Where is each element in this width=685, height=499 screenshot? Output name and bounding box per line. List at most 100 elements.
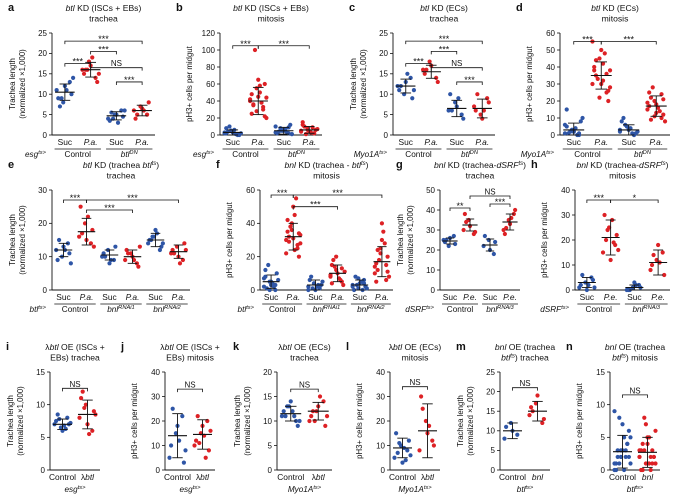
data-point <box>481 108 486 113</box>
category-label: Control <box>499 472 526 482</box>
genotype-label: dSRFts> <box>405 305 434 314</box>
y-tick-label: 15 <box>36 368 45 377</box>
significance-label: *** <box>593 193 604 203</box>
data-point <box>446 243 451 249</box>
data-point <box>227 124 232 129</box>
group-label: btlDN <box>461 150 479 159</box>
panel-a: a btl KD (ISCs + EBs)trachea 0 5 10 15 20 25 Tra… <box>8 2 155 159</box>
data-point <box>606 98 611 104</box>
y-tick-label: 10 <box>36 400 45 409</box>
y-tick-label: 60 <box>246 186 255 195</box>
y-axis-label: Trachea length <box>456 395 465 447</box>
significance-bracket <box>456 81 483 85</box>
data-point <box>385 269 390 274</box>
panel-title-line: mitosis <box>402 353 429 363</box>
data-point <box>87 431 92 437</box>
data-point <box>136 264 141 269</box>
data-point <box>449 108 454 113</box>
data-point <box>384 262 389 268</box>
y-tick-label: 5 <box>384 110 389 119</box>
data-point <box>292 212 297 218</box>
data-point <box>288 224 293 229</box>
data-point <box>372 264 377 269</box>
data-point <box>628 461 633 466</box>
data-point <box>614 461 619 466</box>
genotype-label: esgts> <box>64 485 86 494</box>
y-tick-label: 10 <box>561 261 570 270</box>
y-tick-label: 40 <box>426 206 435 215</box>
data-point <box>123 257 128 263</box>
group-label: bnlRNAi3 <box>486 305 514 314</box>
data-point <box>298 129 304 134</box>
data-point <box>643 461 649 466</box>
data-point <box>332 264 337 269</box>
data-point <box>578 282 583 288</box>
data-point <box>400 460 405 465</box>
data-point <box>654 257 659 263</box>
data-point <box>289 132 295 137</box>
genotype-label: btlts> <box>238 305 255 314</box>
data-point <box>317 284 322 289</box>
significance-label: *** <box>72 57 83 67</box>
panel-letter: b <box>176 2 183 14</box>
data-point <box>527 413 532 418</box>
category-label: λbtl <box>196 472 210 482</box>
panel-letter: f <box>216 159 220 171</box>
data-point <box>351 287 357 293</box>
data-point <box>77 415 82 420</box>
significance-label: NS <box>111 59 122 68</box>
genotype-label: esgts> <box>179 485 201 494</box>
data-point <box>431 443 436 448</box>
data-point <box>562 131 568 136</box>
panel-l: l λbtl OE (ECs)mitosis 0 10 20 30 40 pH3+ cells… <box>346 341 441 494</box>
significance-label: *** <box>464 75 475 85</box>
significance-label: *** <box>582 35 593 45</box>
genotype-label: dSRFts> <box>540 305 569 314</box>
data-point <box>597 56 602 61</box>
y-axis-label: (normalized ×1,000) <box>466 386 475 456</box>
category-label: Suc <box>58 137 72 147</box>
y-tick-label: 60 <box>206 80 215 89</box>
data-point <box>264 95 269 100</box>
category-label: Suc <box>622 137 636 147</box>
data-point <box>273 282 278 288</box>
data-point <box>562 122 568 127</box>
category-label: P.a. <box>424 137 438 147</box>
group-label: Control <box>586 305 613 314</box>
data-point <box>620 422 625 427</box>
data-point <box>529 405 534 410</box>
panel-letter: k <box>233 341 240 353</box>
genotype-label: esgts> <box>193 150 215 159</box>
data-point <box>617 415 622 420</box>
data-point <box>576 131 582 136</box>
y-tick-label: 10 <box>263 417 272 426</box>
data-point <box>459 112 464 117</box>
data-point <box>533 401 539 406</box>
significance-bracket <box>405 40 483 45</box>
data-point <box>653 428 658 433</box>
y-tick-label: 15 <box>596 368 605 377</box>
data-point <box>403 458 408 463</box>
data-point <box>55 257 60 263</box>
significance-bracket <box>405 63 432 67</box>
significance-label: *** <box>439 44 450 54</box>
panel-i: i λbtl OE (ISCs +EBs) trachea 0 5 10 15 Trache… <box>6 341 105 494</box>
data-point <box>637 454 642 460</box>
panel-letter: i <box>6 341 9 353</box>
category-label: P.a. <box>135 137 149 147</box>
category-label: Control <box>164 472 191 482</box>
data-point <box>446 108 451 113</box>
data-point <box>637 448 642 453</box>
panel-j: j λbtl OE (ISCs +EBs) mitosis 0 10 20 30 40 pH3… <box>120 341 220 494</box>
data-point <box>181 460 186 465</box>
data-point <box>208 428 213 433</box>
data-point <box>608 257 613 263</box>
y-tick-label: 20 <box>38 219 47 228</box>
y-tick-label: 15 <box>263 392 272 401</box>
group-label: bnlRNAi1 <box>107 305 135 314</box>
y-tick-label: 10 <box>546 114 555 123</box>
data-point <box>361 281 367 286</box>
group-label: bnlRNAi3 <box>632 305 660 314</box>
significance-bracket <box>290 388 319 393</box>
data-point <box>169 443 174 448</box>
